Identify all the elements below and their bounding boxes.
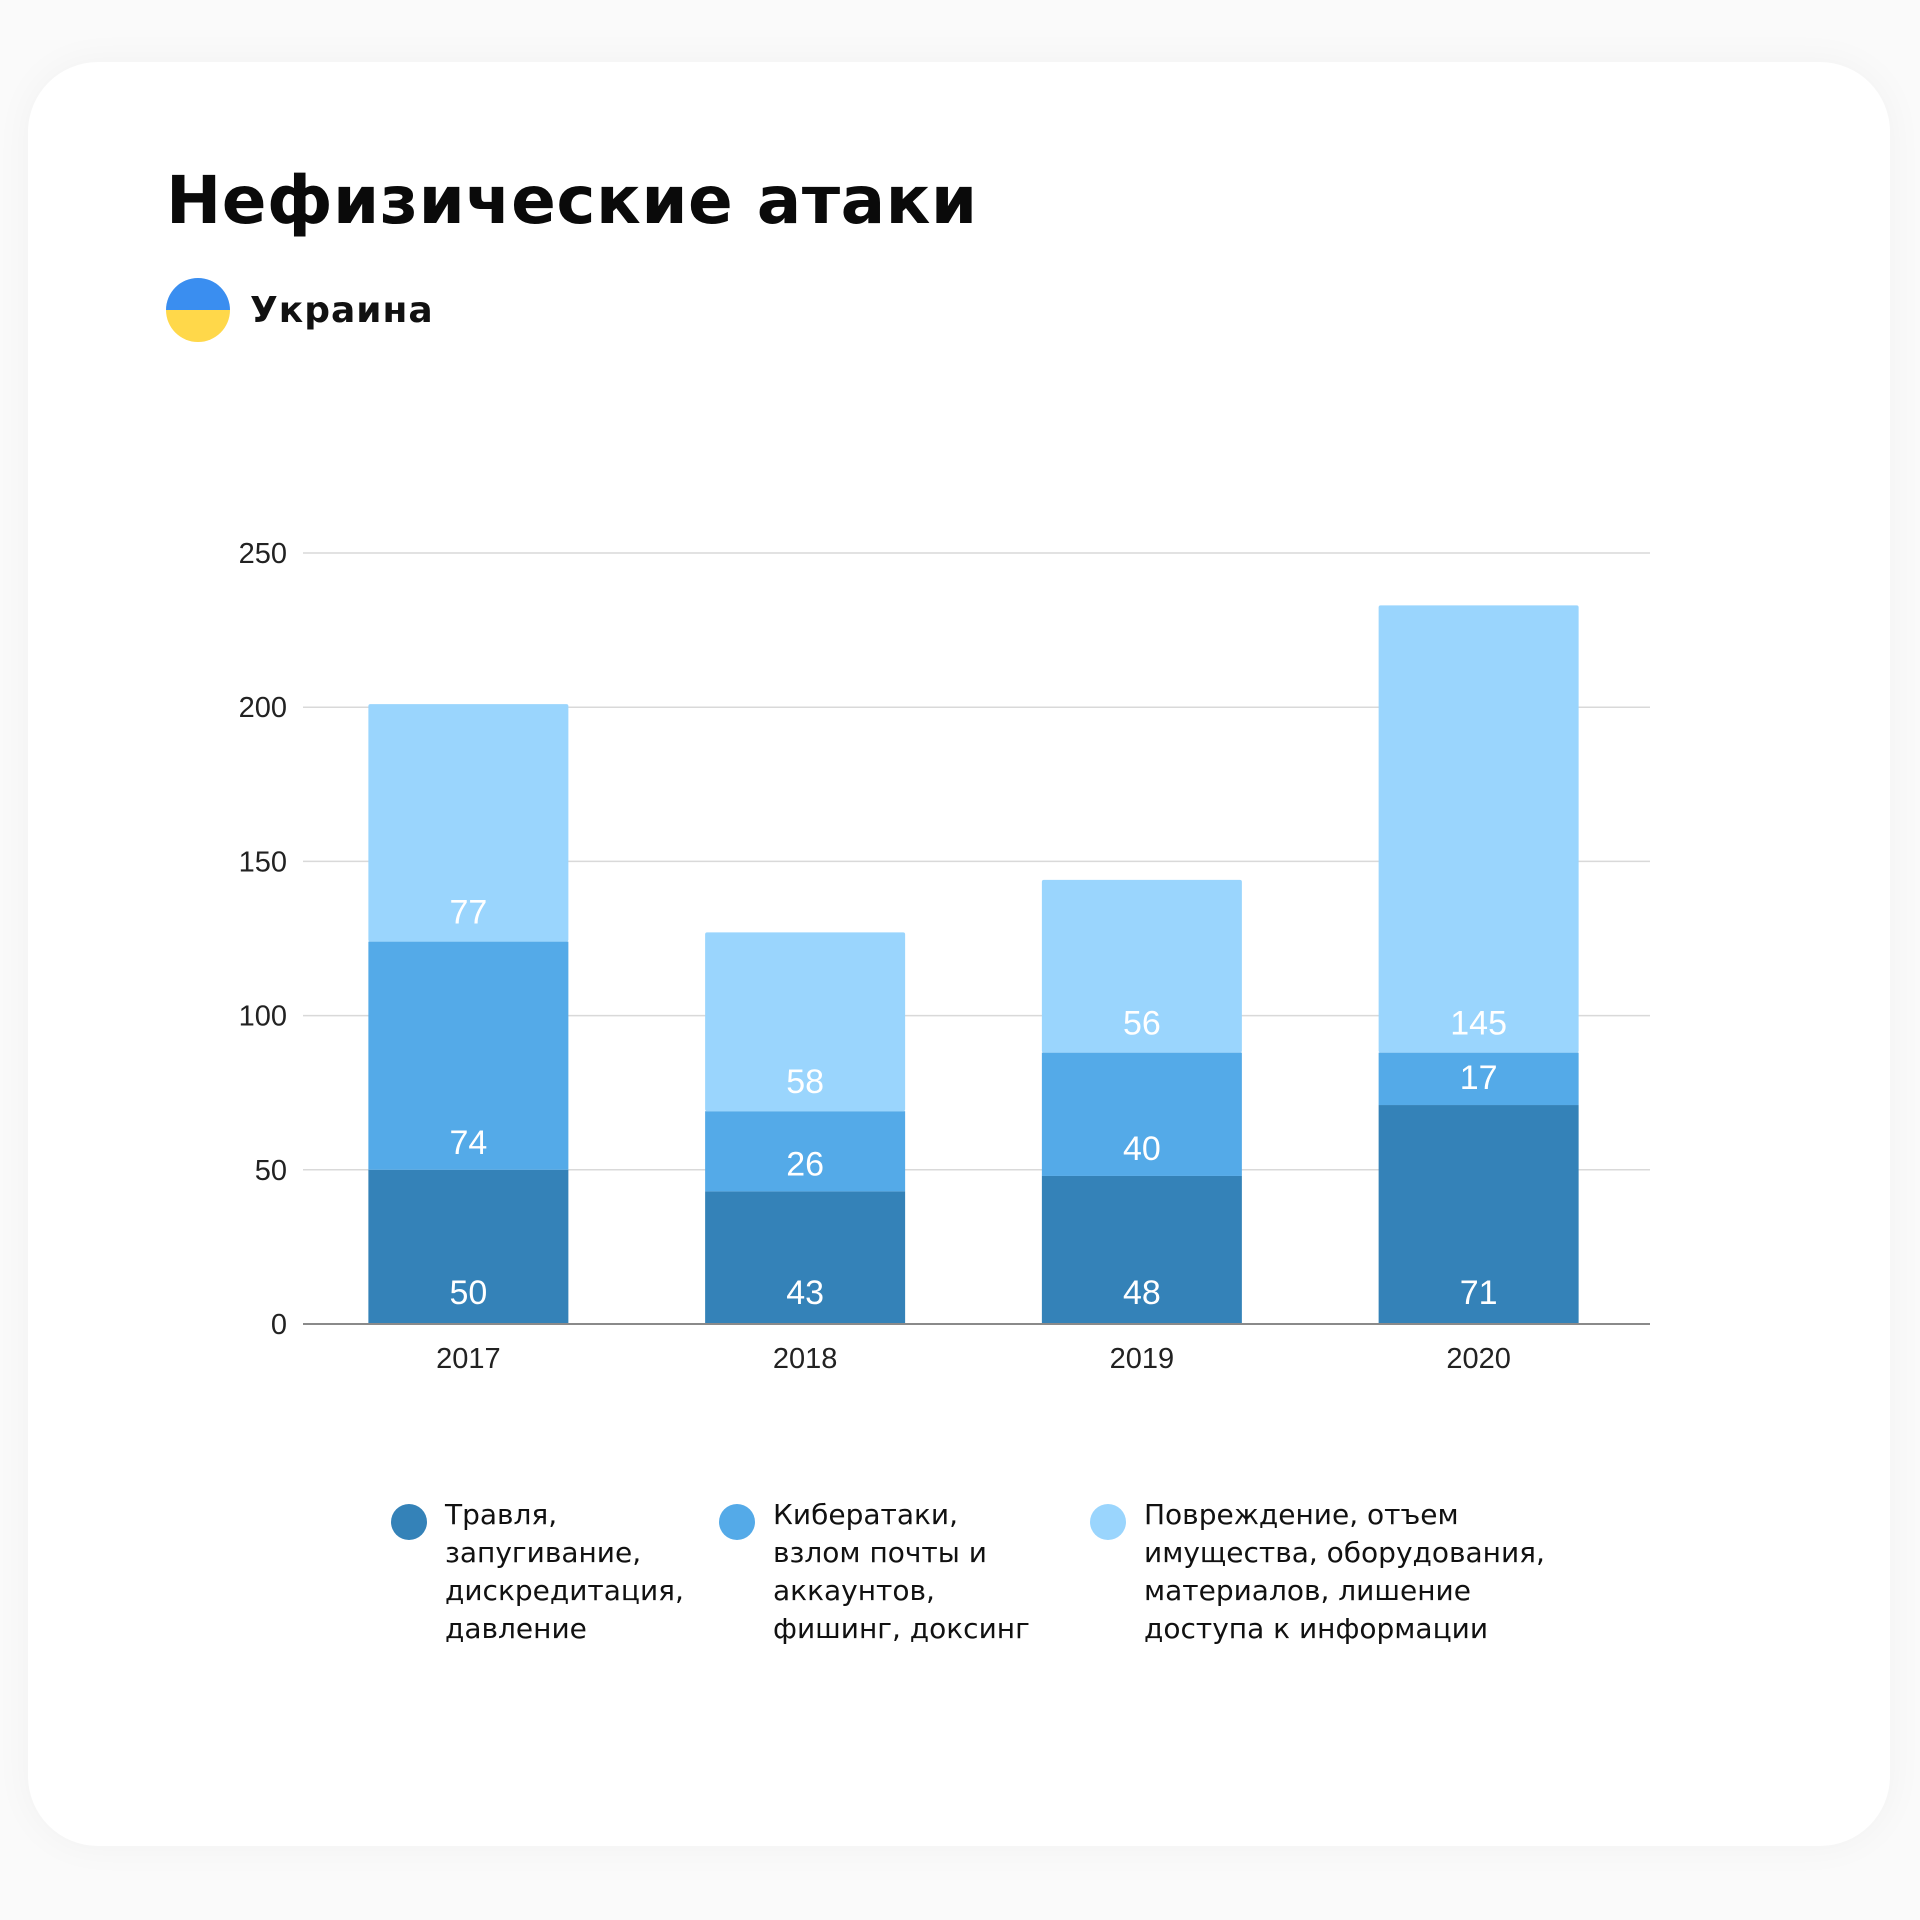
bar-segment <box>1041 1175 1242 1324</box>
x-tick-label: 2019 <box>1110 1343 1175 1375</box>
legend-item-property-damage: Повреждение, отъем имущества, оборудован… <box>1090 1496 1545 1648</box>
legend-line: Травля, <box>445 1498 558 1531</box>
bar-segment <box>1041 1052 1242 1176</box>
y-tick-label: 250 <box>239 538 287 570</box>
legend-line: дискредитация, <box>445 1574 684 1607</box>
bar-segment <box>368 704 569 942</box>
bar-segment <box>368 941 569 1170</box>
country-label: Украина <box>166 278 434 342</box>
chart-card <box>28 62 1890 1846</box>
bar-segment <box>368 1169 569 1324</box>
bar-value-label: 77 <box>449 894 487 932</box>
stacked-bar-chart: 0 50 100 150 200 250 50 74 77 2017 43 26 58 2018 48 40 5… <box>239 538 1650 1375</box>
legend-line: взлом почты и <box>773 1536 987 1569</box>
bar-value-label: 26 <box>786 1145 824 1183</box>
bar-value-label: 56 <box>1123 1005 1161 1043</box>
bar-segment <box>705 1111 906 1192</box>
legend-line: материалов, лишение <box>1144 1574 1471 1607</box>
bar-segment <box>705 932 906 1112</box>
bar-value-label: 17 <box>1460 1059 1498 1097</box>
chart-legend: Травля, запугивание, дискредитация, давл… <box>0 1496 1920 1656</box>
legend-line: доступа к информации <box>1144 1612 1489 1645</box>
bar-value-label: 58 <box>786 1063 824 1101</box>
x-tick-label: 2020 <box>1446 1343 1511 1375</box>
bar-value-label: 43 <box>786 1274 824 1312</box>
y-tick-label: 50 <box>255 1155 287 1187</box>
legend-marker-harassment <box>391 1504 427 1540</box>
country-name: Украина <box>250 289 434 331</box>
y-tick-label: 0 <box>271 1309 287 1341</box>
legend-marker-property-damage <box>1090 1504 1126 1540</box>
y-tick-label: 100 <box>239 1001 287 1033</box>
x-tick-label: 2017 <box>436 1343 501 1375</box>
bar-value-label: 71 <box>1460 1274 1498 1312</box>
legend-marker-cyberattacks <box>719 1504 755 1540</box>
legend-item-cyberattacks: Кибератаки, взлом почты и аккаунтов, фиш… <box>719 1496 1030 1648</box>
legend-line: имущества, оборудования, <box>1144 1536 1545 1569</box>
bar-value-label: 145 <box>1450 1005 1507 1043</box>
bar-segment <box>1378 1052 1579 1106</box>
legend-label-cyberattacks: Кибератаки, взлом почты и аккаунтов, фиш… <box>773 1496 1030 1648</box>
bar-segment <box>1378 1105 1579 1324</box>
bar-segment <box>705 1191 906 1324</box>
y-tick-label: 200 <box>239 692 287 724</box>
legend-item-harassment: Травля, запугивание, дискредитация, давл… <box>391 1496 684 1648</box>
y-tick-label: 150 <box>239 846 287 878</box>
page-title: Нефизические атаки <box>166 162 978 239</box>
bar-value-label: 48 <box>1123 1274 1161 1312</box>
bar-value-label: 74 <box>449 1124 487 1162</box>
legend-line: аккаунтов, <box>773 1574 935 1607</box>
legend-line: запугивание, <box>445 1536 642 1569</box>
x-tick-label: 2018 <box>773 1343 838 1375</box>
legend-line: Повреждение, отъем <box>1144 1498 1459 1531</box>
legend-line: фишинг, доксинг <box>773 1612 1030 1645</box>
legend-label-harassment: Травля, запугивание, дискредитация, давл… <box>445 1496 684 1648</box>
legend-line: Кибератаки, <box>773 1498 958 1531</box>
bar-value-label: 50 <box>449 1274 487 1312</box>
legend-line: давление <box>445 1612 587 1645</box>
bar-value-label: 40 <box>1123 1130 1161 1168</box>
legend-label-property-damage: Повреждение, отъем имущества, оборудован… <box>1144 1496 1545 1648</box>
bar-segment <box>1378 605 1579 1053</box>
bar-segment <box>1041 879 1242 1053</box>
